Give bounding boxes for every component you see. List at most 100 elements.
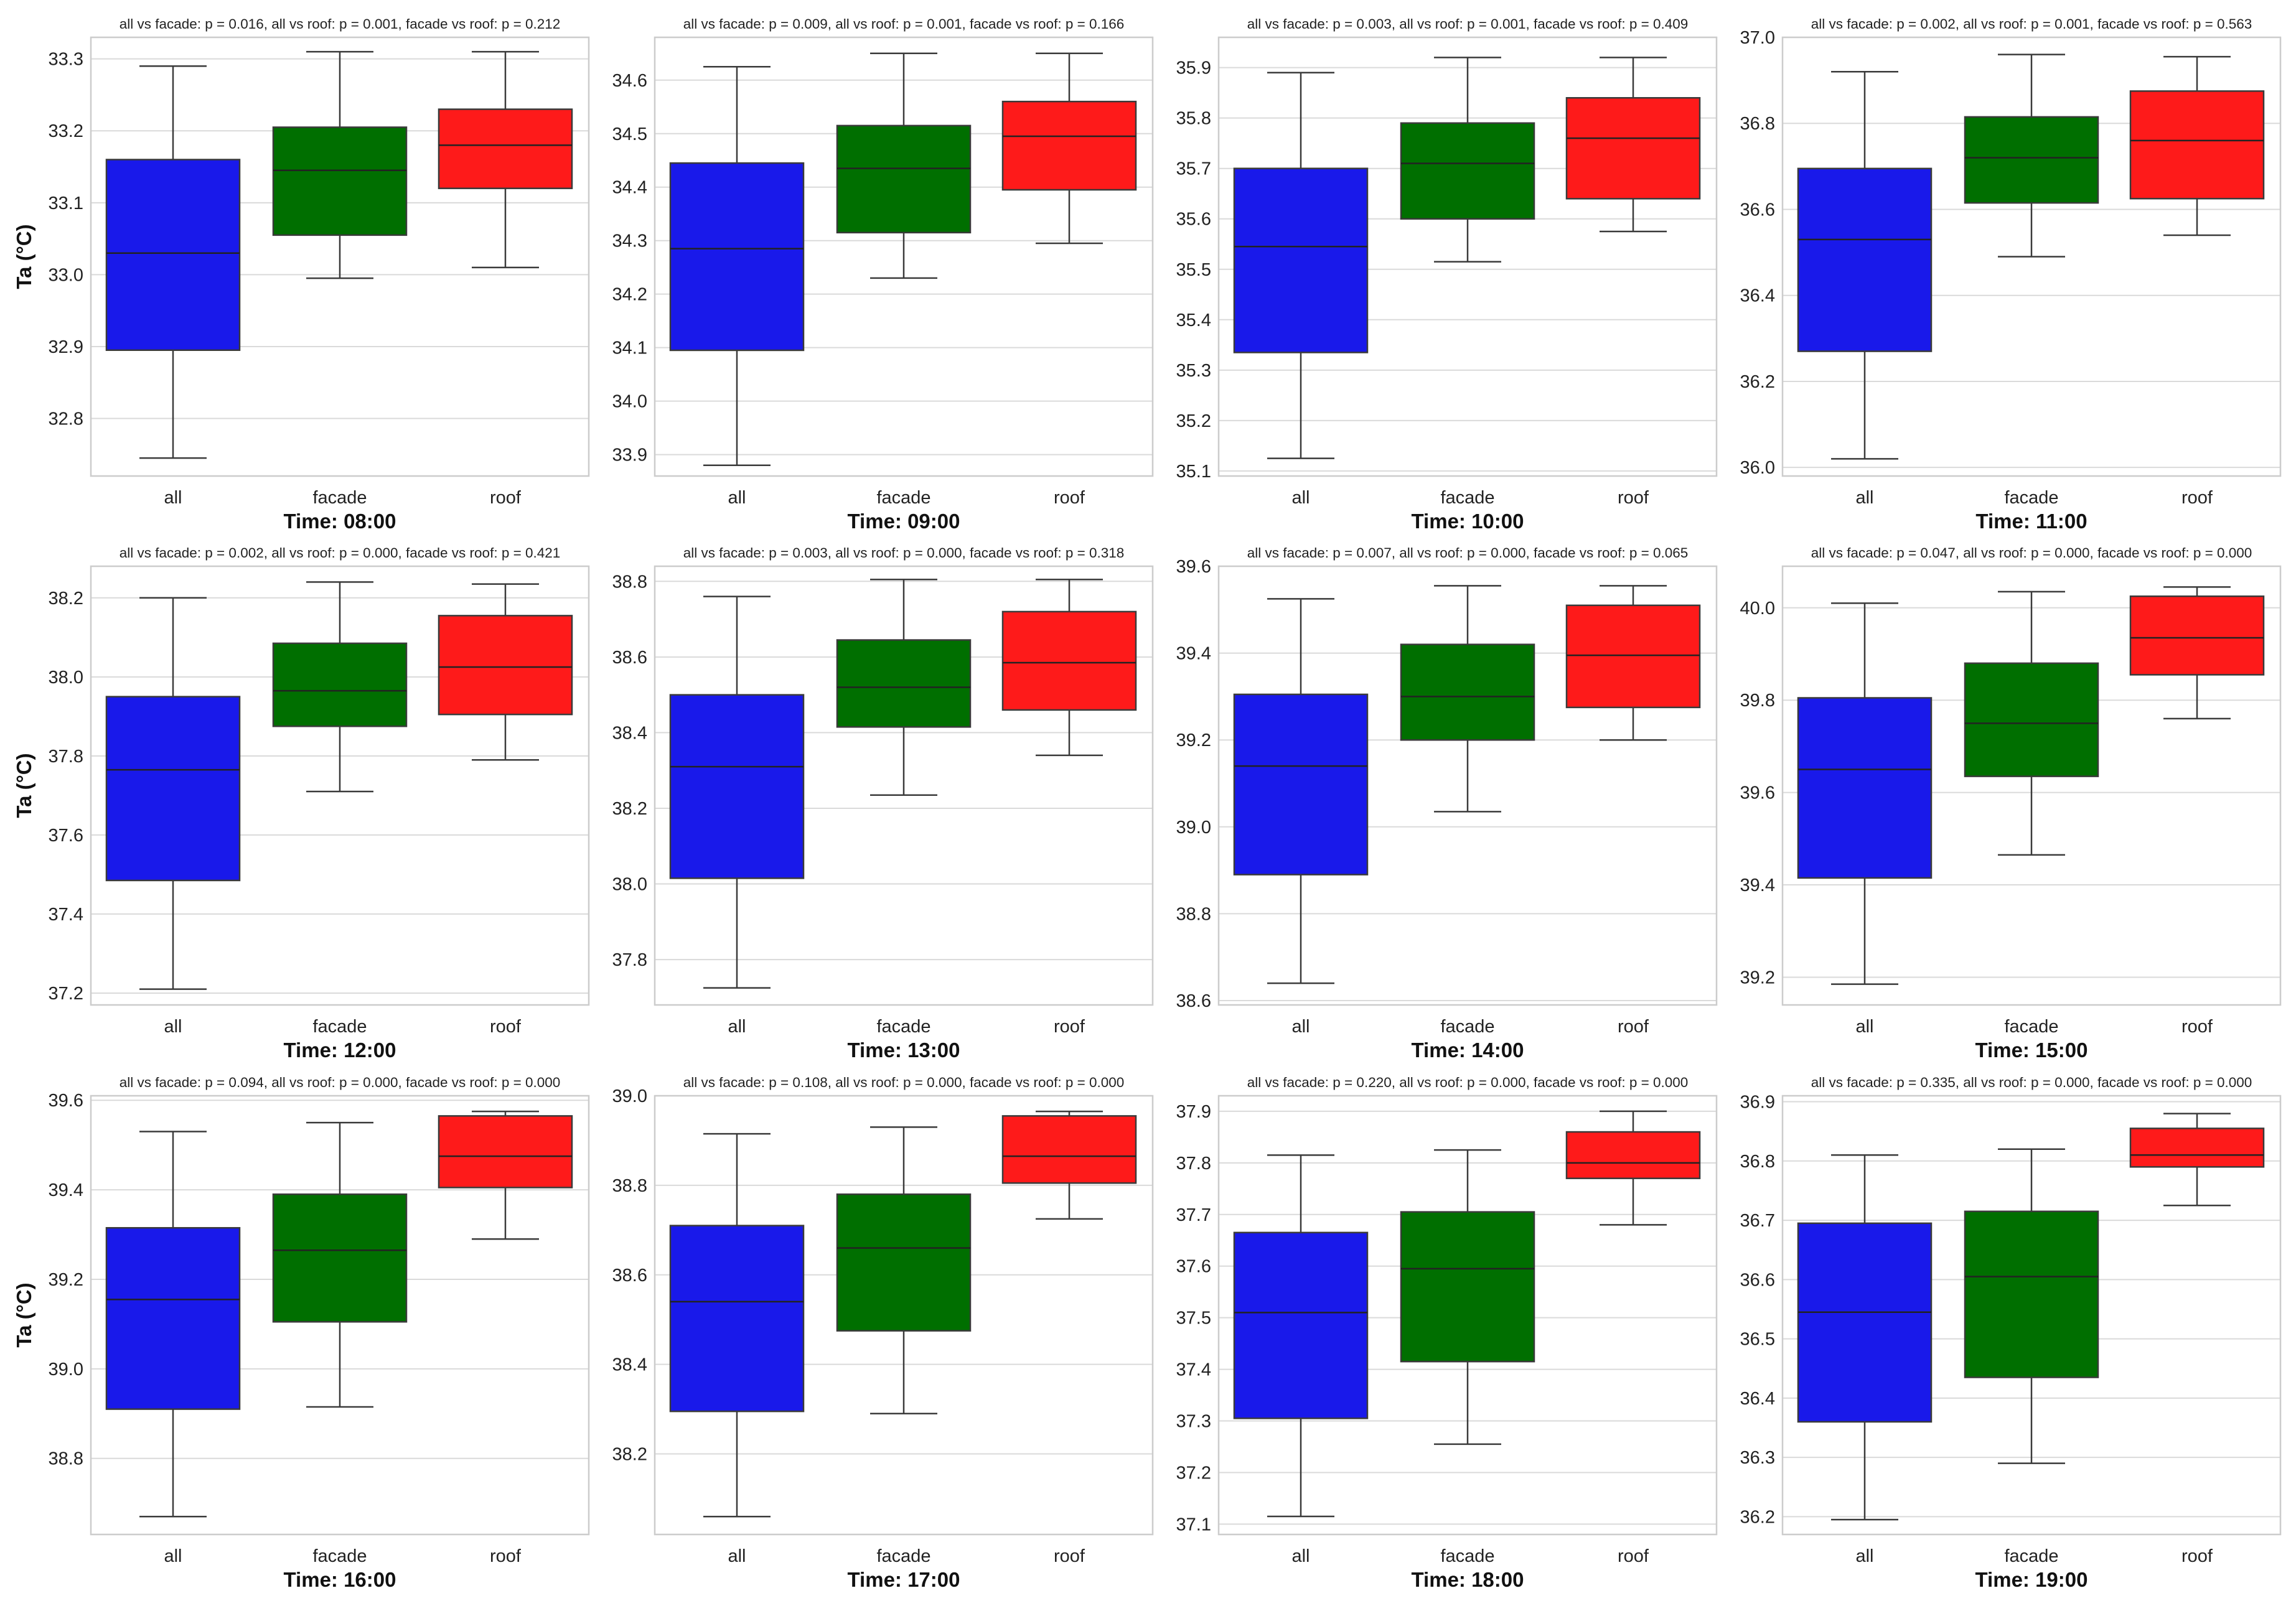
box-roof <box>2129 1113 2265 1207</box>
iqr-box <box>1565 1131 1701 1179</box>
iqr-box <box>1233 1231 1369 1419</box>
y-tick-label: 37.0 <box>1740 28 1775 48</box>
y-tick-label: 32.9 <box>49 337 83 357</box>
y-tick-label: 36.4 <box>1740 1389 1775 1409</box>
iqr-box <box>1964 662 2099 777</box>
y-tick-label: 38.8 <box>49 1449 83 1469</box>
plot-frame <box>654 36 1154 477</box>
y-tick-label: 38.8 <box>612 572 647 592</box>
subplot-title: all vs facade: p = 0.094, all vs roof: p… <box>119 1075 561 1090</box>
subplot-title: all vs facade: p = 0.016, all vs roof: p… <box>119 16 561 32</box>
box-facade <box>272 581 408 793</box>
y-tick-label: 39.6 <box>49 1091 83 1111</box>
iqr-box <box>2129 1128 2265 1168</box>
subplot-0800: 32.8 32.9 33.0 33.1 33.2 33.3 all facade roof Tim… <box>12 16 590 533</box>
y-tick-label: 36.7 <box>1740 1211 1775 1231</box>
y-tick-label: 34.6 <box>612 71 647 91</box>
plot-frame <box>654 565 1154 1006</box>
iqr-box <box>836 1193 972 1332</box>
subplot-1100: 36.0 36.2 36.4 36.6 36.8 37.0 all facade roof Tim… <box>1740 16 2282 533</box>
iqr-box <box>836 124 972 234</box>
box-facade <box>272 50 408 279</box>
x-tick-label: all <box>1291 1017 1310 1037</box>
box-roof <box>438 1110 573 1240</box>
box-facade <box>1400 585 1535 813</box>
y-tick-label: 37.4 <box>1176 1360 1211 1380</box>
iqr-box <box>1964 116 2099 204</box>
x-tick-label: roof <box>1618 488 1649 508</box>
box-facade <box>1964 591 2099 856</box>
y-tick-label: 34.3 <box>612 231 647 251</box>
y-tick-label: 37.2 <box>1176 1463 1211 1483</box>
x-tick-label: facade <box>312 488 367 508</box>
y-tick-label: 38.2 <box>612 799 647 819</box>
y-tick-label: 37.6 <box>1176 1257 1211 1277</box>
y-tick-label: 39.4 <box>1176 644 1211 664</box>
plot-frame <box>1781 1095 2282 1536</box>
subplot-title: all vs facade: p = 0.002, all vs roof: p… <box>119 545 561 561</box>
x-axis-label: Time: 15:00 <box>1975 1039 2088 1062</box>
subplot-1400: 38.6 38.8 39.0 39.2 39.4 39.6 all facade roof Tim… <box>1176 545 1718 1062</box>
box-roof <box>2129 55 2265 236</box>
x-tick-label: roof <box>2181 488 2213 508</box>
x-tick-label: facade <box>2004 1017 2058 1037</box>
y-tick-label: 36.6 <box>1740 1270 1775 1290</box>
y-tick-label: 34.4 <box>612 178 647 198</box>
y-tick-label: 36.9 <box>1740 1093 1775 1113</box>
y-tick-label: 38.8 <box>1176 904 1211 924</box>
y-tick-label: 33.2 <box>49 121 83 141</box>
y-tick-label: 33.3 <box>49 50 83 70</box>
box-facade <box>1964 54 2099 258</box>
x-tick-label: roof <box>1054 1546 1085 1566</box>
y-tick-label: 39.6 <box>1176 557 1211 577</box>
subplot-1700: 38.2 38.4 38.6 38.8 39.0 all facade roof Time: 1… <box>612 1075 1154 1591</box>
iqr-box <box>272 126 408 236</box>
box-roof <box>1001 52 1137 245</box>
y-tick-label: 35.2 <box>1176 411 1211 431</box>
iqr-box <box>1400 1211 1535 1363</box>
y-tick-label: 35.6 <box>1176 210 1211 230</box>
plot-frame <box>90 1095 590 1536</box>
box-all <box>1233 598 1369 984</box>
y-tick-label: 38.4 <box>612 723 647 743</box>
x-axis-label: Time: 09:00 <box>848 510 960 533</box>
subplot-1200: 37.2 37.4 37.6 37.8 38.0 38.2 all facade roof Tim… <box>12 545 590 1062</box>
box-roof <box>1001 1110 1137 1220</box>
y-tick-label: 37.2 <box>49 984 83 1004</box>
y-tick-label: 39.2 <box>1740 968 1775 988</box>
x-axis-label: Time: 12:00 <box>284 1039 396 1062</box>
iqr-box <box>1400 122 1535 220</box>
iqr-box <box>105 1226 241 1410</box>
y-tick-label: 37.3 <box>1176 1412 1211 1432</box>
box-roof <box>438 50 573 269</box>
plot-frame <box>654 1095 1154 1536</box>
y-tick-label: 33.9 <box>612 446 647 465</box>
x-tick-label: all <box>1855 1546 1873 1566</box>
box-all <box>669 1132 805 1518</box>
y-tick-label: 39.6 <box>1740 783 1775 803</box>
x-tick-label: all <box>1855 1017 1873 1037</box>
subplot-1000: 35.1 35.2 35.3 35.4 35.5 35.6 35.7 35.8 35.9 all f… <box>1176 16 1718 533</box>
subplot-title: all vs facade: p = 0.009, all vs roof: p… <box>683 16 1125 32</box>
y-tick-label: 36.3 <box>1740 1448 1775 1468</box>
box-facade <box>1964 1148 2099 1464</box>
y-tick-label: 35.4 <box>1176 311 1211 330</box>
x-tick-label: roof <box>2181 1017 2213 1037</box>
box-facade <box>836 579 972 796</box>
y-axis-label: Ta (°C) <box>12 753 35 818</box>
y-tick-label: 39.4 <box>49 1180 83 1200</box>
x-axis-label: Time: 18:00 <box>1412 1568 1524 1591</box>
y-tick-label: 34.0 <box>612 392 647 412</box>
iqr-box <box>1400 643 1535 741</box>
plot-frame <box>1217 565 1718 1006</box>
box-facade <box>836 1126 972 1415</box>
x-tick-label: roof <box>1054 488 1085 508</box>
plot-frame <box>1217 36 1718 477</box>
subplot-title: all vs facade: p = 0.335, all vs roof: p… <box>1811 1075 2252 1090</box>
y-tick-label: 35.7 <box>1176 159 1211 179</box>
y-tick-label: 34.2 <box>612 285 647 305</box>
y-tick-label: 36.8 <box>1740 114 1775 134</box>
box-all <box>1797 602 1933 985</box>
iqr-box <box>1001 100 1137 191</box>
y-tick-label: 39.8 <box>1740 691 1775 711</box>
